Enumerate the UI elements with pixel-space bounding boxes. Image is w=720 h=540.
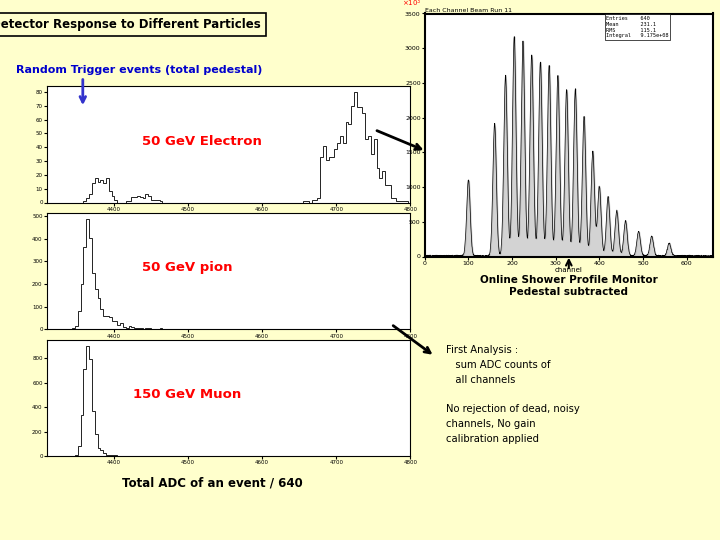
- X-axis label: channel: channel: [555, 267, 582, 273]
- Text: Random Trigger events (total pedestal): Random Trigger events (total pedestal): [16, 65, 262, 75]
- Text: Each Channel Beam Run 11: Each Channel Beam Run 11: [425, 8, 512, 13]
- Text: $\times 10^3$: $\times 10^3$: [402, 0, 421, 9]
- Text: First Analysis :
   sum ADC counts of
   all channels

No rejection of dead, noi: First Analysis : sum ADC counts of all c…: [446, 345, 580, 444]
- Text: 50 GeV Electron: 50 GeV Electron: [142, 135, 261, 148]
- Text: 50 GeV pion: 50 GeV pion: [142, 261, 233, 274]
- Text: Total ADC of an event / 640: Total ADC of an event / 640: [122, 477, 303, 490]
- Text: 150 GeV Muon: 150 GeV Muon: [133, 388, 241, 401]
- Text: Detector Response to Different Particles: Detector Response to Different Particles: [0, 18, 261, 31]
- Text: Online Shower Profile Monitor
Pedestal subtracted: Online Shower Profile Monitor Pedestal s…: [480, 275, 657, 297]
- Text: Entries    640
Mean       231.1
RMS        115.1
Integral   9.175e+08: Entries 640 Mean 231.1 RMS 115.1 Integra…: [606, 16, 669, 38]
